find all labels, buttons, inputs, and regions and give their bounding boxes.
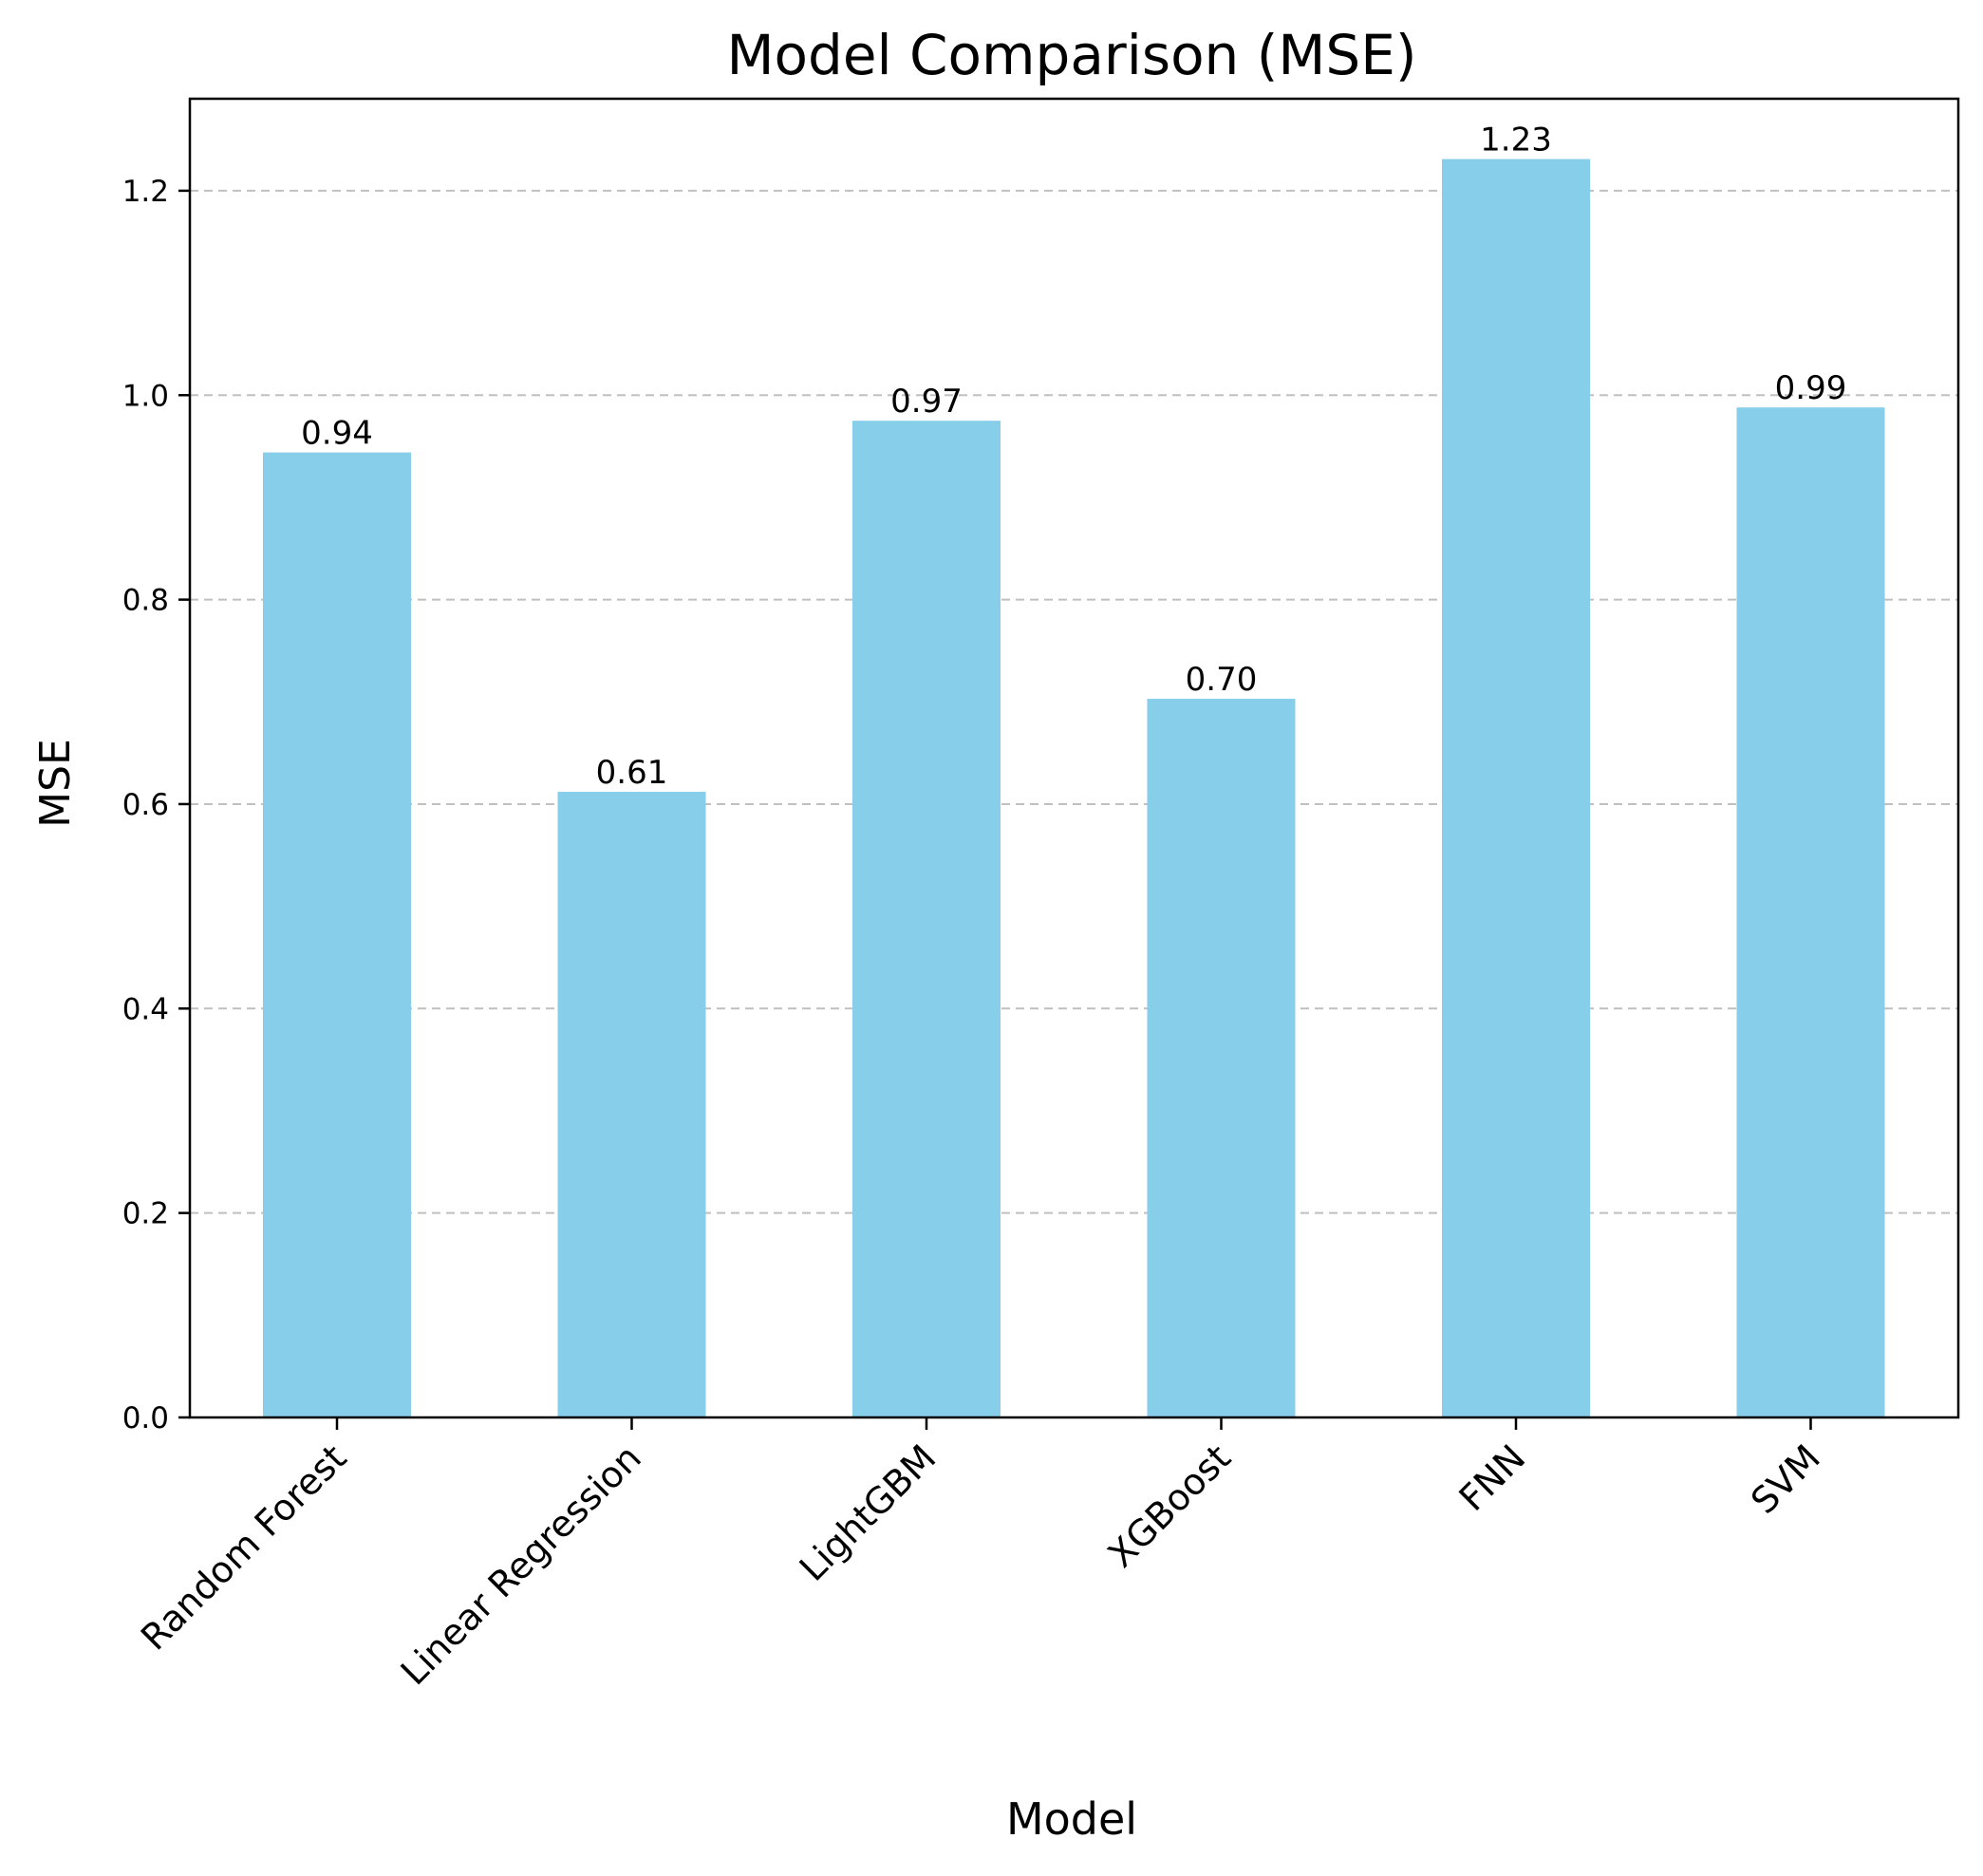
bar xyxy=(263,452,411,1418)
bar xyxy=(557,792,706,1417)
bar xyxy=(852,421,1001,1417)
chart-title: Model Comparison (MSE) xyxy=(726,23,1416,87)
plot-frame xyxy=(188,97,1960,1419)
bars xyxy=(263,159,1885,1418)
y-tick-label: 0.8 xyxy=(122,584,169,618)
y-tick-label: 1.0 xyxy=(122,379,169,413)
bar-value-label: 0.99 xyxy=(1775,369,1847,407)
bar-value-label: 0.94 xyxy=(301,415,373,453)
bar xyxy=(1736,407,1885,1417)
bar-value-labels: 0.94 0.61 0.97 0.70 1.23 0.99 xyxy=(301,122,1846,793)
y-tick-label: 0.0 xyxy=(122,1401,169,1435)
y-axis-ticks: 0.0 0.2 0.4 0.6 0.8 1.0 1.2 xyxy=(122,175,190,1435)
gridlines xyxy=(190,189,1958,1214)
bar xyxy=(1442,159,1590,1417)
bar-value-label: 0.97 xyxy=(890,383,963,421)
x-axis-label: Model xyxy=(1006,1793,1137,1845)
bar-value-label: 0.61 xyxy=(596,754,668,792)
y-tick-label: 0.4 xyxy=(122,992,169,1026)
y-tick-label: 0.6 xyxy=(122,788,169,822)
y-axis-label: MSE xyxy=(31,739,80,828)
bar xyxy=(1147,699,1296,1417)
y-tick-label: 1.2 xyxy=(122,175,169,209)
bar-value-label: 0.70 xyxy=(1186,661,1258,699)
bar-value-label: 1.23 xyxy=(1480,122,1552,159)
y-tick-label: 0.2 xyxy=(122,1197,169,1231)
